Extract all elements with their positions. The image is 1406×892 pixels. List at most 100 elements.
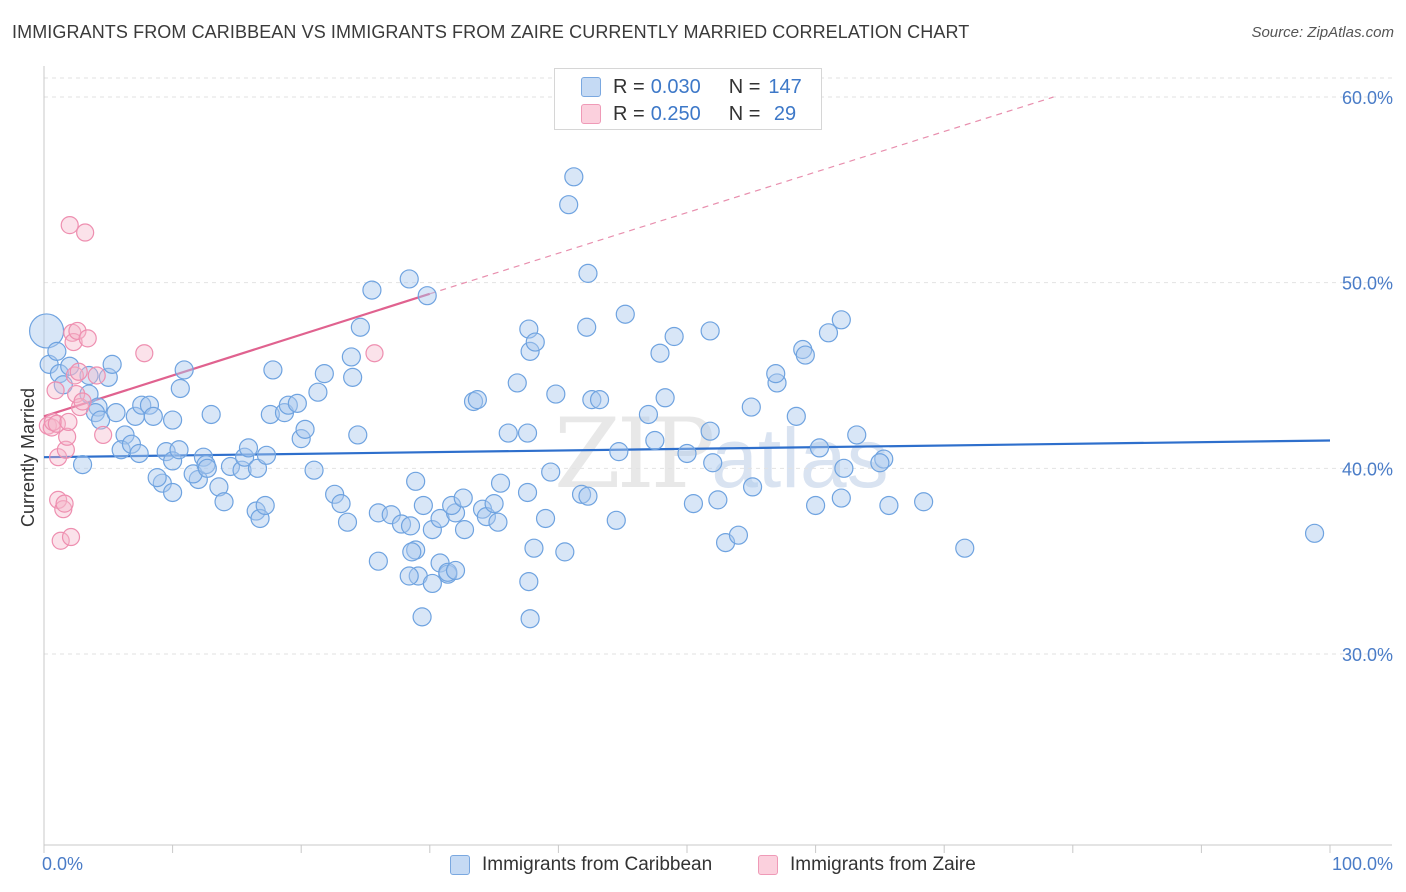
caribbean-point xyxy=(304,460,324,480)
caribbean-point xyxy=(256,445,277,465)
caribbean-point xyxy=(541,462,561,482)
caribbean-point xyxy=(350,317,370,337)
r-label: R = xyxy=(613,102,645,125)
y-tick-label: 50.0% xyxy=(1342,274,1393,294)
caribbean-point xyxy=(193,447,214,467)
caribbean-point xyxy=(60,356,80,376)
caribbean-point xyxy=(220,456,241,477)
caribbean-point xyxy=(348,425,368,445)
caribbean-point xyxy=(700,421,720,441)
caribbean-point xyxy=(615,304,635,324)
caribbean-point xyxy=(606,510,626,530)
axes xyxy=(43,66,1392,853)
caribbean-point xyxy=(399,566,419,586)
caribbean-point xyxy=(1304,523,1325,543)
caribbean-point xyxy=(413,495,433,516)
zaire-point xyxy=(365,344,384,363)
zaire-point xyxy=(94,425,113,445)
caribbean-point xyxy=(589,390,610,410)
zaire-swatch xyxy=(581,104,601,124)
caribbean-point xyxy=(115,425,135,445)
caribbean-point xyxy=(525,332,545,352)
stats-legend: R = 0.030 N = 147 R = 0.250 N = 29 xyxy=(554,68,822,130)
caribbean-point xyxy=(314,364,334,384)
caribbean-point xyxy=(399,269,419,289)
zaire-point xyxy=(56,440,75,459)
caribbean-point xyxy=(343,367,363,387)
x-tick-label: 100.0% xyxy=(1332,854,1393,874)
caribbean-point xyxy=(453,488,473,508)
caribbean-point xyxy=(209,477,229,497)
caribbean-point xyxy=(263,360,283,380)
zaire-point xyxy=(60,216,79,235)
caribbean-point xyxy=(874,449,894,469)
caribbean-point xyxy=(183,464,203,484)
legend-item-zaire[interactable]: Immigrants from Zaire xyxy=(758,850,976,880)
caribbean-point xyxy=(422,573,442,594)
caribbean-point xyxy=(520,609,540,629)
caribbean-point xyxy=(147,468,167,488)
caribbean-point xyxy=(291,429,311,449)
caribbean-point xyxy=(809,438,830,458)
caribbean-point xyxy=(578,263,598,283)
caribbean-point xyxy=(535,508,556,529)
caribbean-point xyxy=(260,404,280,425)
chart-title: IMMIGRANTS FROM CARIBBEAN VS IMMIGRANTS … xyxy=(12,22,970,42)
tick-labels: 30.0% 40.0% 50.0% 60.0% 0.0% 100.0% Currently … xyxy=(18,88,1393,874)
trend-lines xyxy=(43,96,1331,459)
caribbean-point xyxy=(582,390,602,410)
zaire-point xyxy=(54,500,73,519)
caribbean-point xyxy=(519,571,539,592)
zaire-point xyxy=(58,427,77,446)
caribbean-point xyxy=(507,373,527,393)
caribbean-point xyxy=(655,388,675,408)
zaire-point xyxy=(61,527,81,547)
caribbean-point xyxy=(255,495,275,516)
zaire-point xyxy=(87,366,106,385)
gridlines xyxy=(44,77,1392,655)
caribbean-point xyxy=(438,562,458,582)
caribbean-point xyxy=(201,404,221,425)
y-tick-label: 60.0% xyxy=(1342,88,1393,108)
caribbean-point xyxy=(484,494,504,514)
caribbean-point xyxy=(163,451,183,471)
caribbean-point xyxy=(577,317,597,337)
caribbean-point xyxy=(417,286,437,306)
caribbean-point xyxy=(341,347,361,367)
zaire-point xyxy=(47,414,66,433)
zaire-trend-line xyxy=(43,292,431,418)
caribbean-point xyxy=(703,453,723,473)
caribbean-point xyxy=(831,310,851,330)
caribbean-point xyxy=(955,538,975,558)
caribbean-point xyxy=(742,477,763,497)
caribbean-point xyxy=(238,438,259,458)
caribbean-point xyxy=(400,516,421,536)
caribbean-point xyxy=(308,382,328,402)
data-points xyxy=(28,167,1325,629)
caribbean-point xyxy=(129,443,149,464)
caribbean-point xyxy=(79,384,99,404)
zaire-point xyxy=(76,223,95,242)
n-value: 29 xyxy=(768,102,797,125)
caribbean-point xyxy=(683,494,704,514)
zaire-point xyxy=(64,332,83,352)
zaire-point xyxy=(78,329,97,348)
caribbean-point xyxy=(914,492,934,512)
caribbean-point xyxy=(834,458,854,478)
caribbean-point xyxy=(638,404,659,425)
caribbean-point xyxy=(143,406,163,426)
caribbean-swatch xyxy=(581,77,601,97)
caribbean-point xyxy=(578,486,598,506)
caribbean-point xyxy=(524,538,544,558)
caribbean-point xyxy=(467,390,487,410)
caribbean-point xyxy=(664,326,684,347)
r-value: 0.030 xyxy=(650,75,701,98)
caribbean-point xyxy=(325,484,345,504)
legend-item-caribbean[interactable]: Immigrants from Caribbean xyxy=(450,850,712,880)
caribbean-point xyxy=(546,384,566,404)
caribbean-point xyxy=(402,542,422,562)
caribbean-point xyxy=(102,354,122,374)
y-axis-title: Currently Married xyxy=(18,388,38,527)
caribbean-trend-line xyxy=(43,439,1331,459)
caribbean-point xyxy=(132,395,152,415)
